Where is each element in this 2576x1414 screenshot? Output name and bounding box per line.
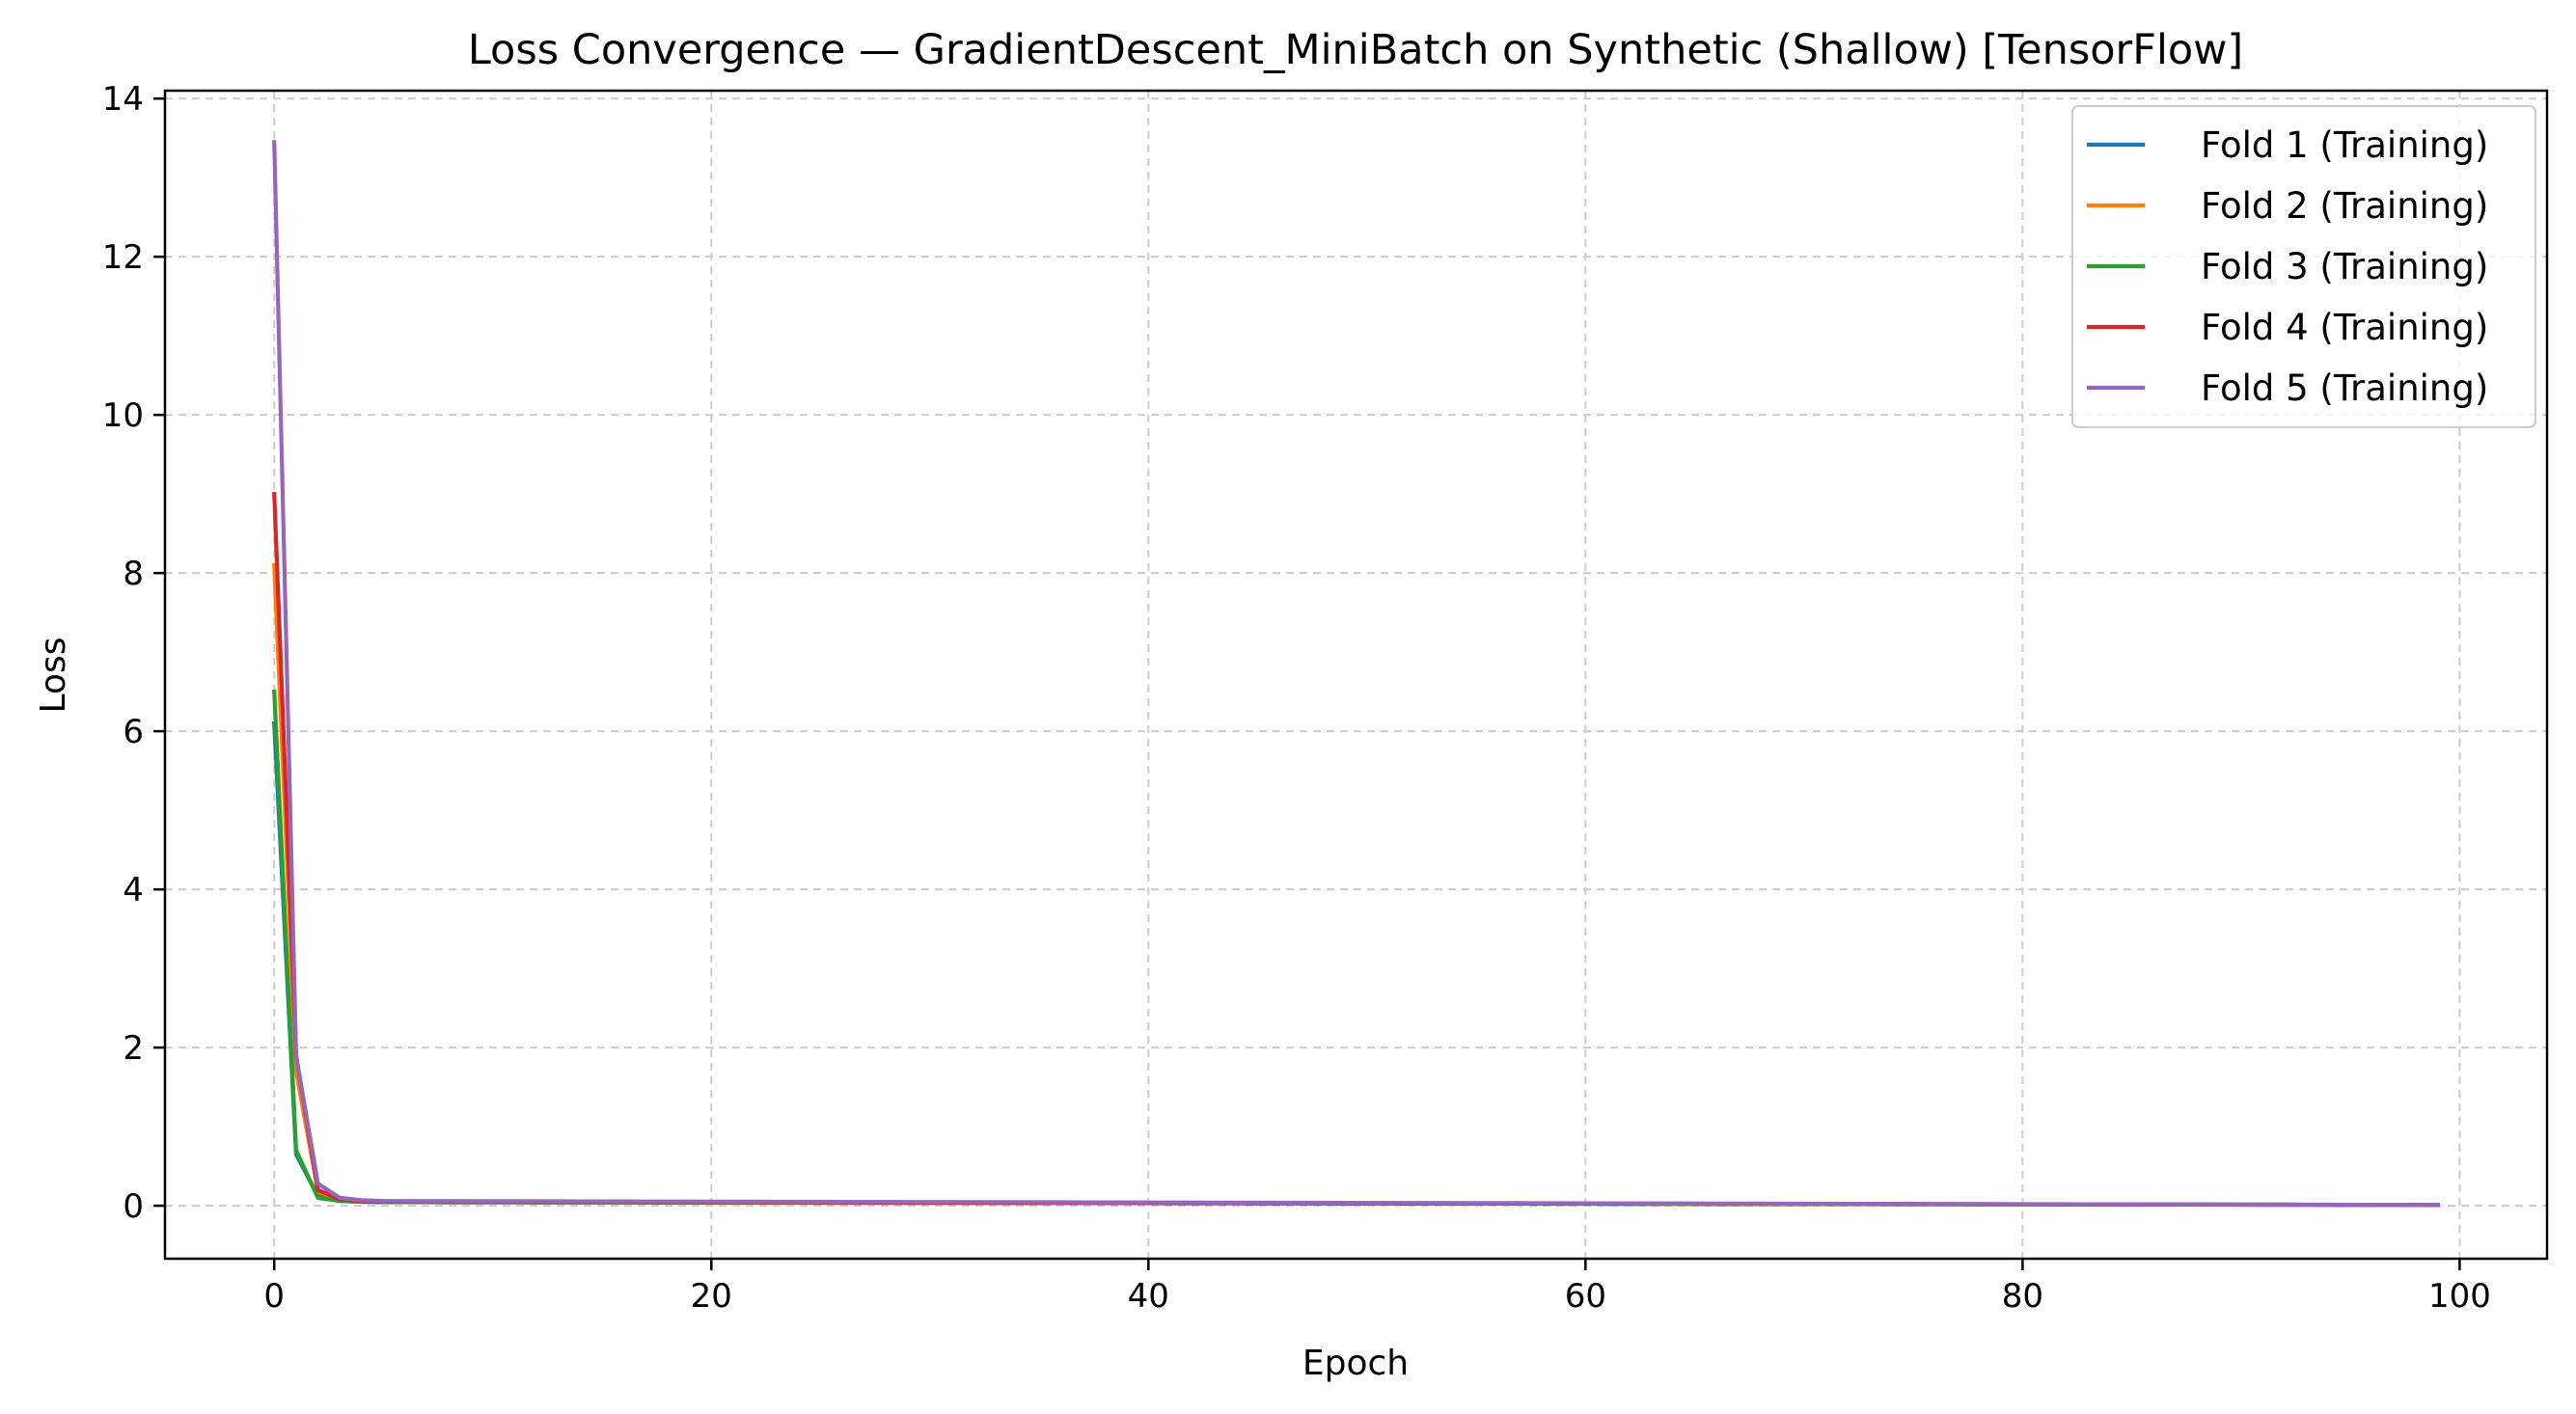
series-lines <box>272 140 2440 1208</box>
plot-area-frame <box>163 89 2549 1261</box>
y-tick-label: 8 <box>123 555 144 593</box>
x-axis-ticks: 0 20 40 60 80 100 <box>263 1259 2491 1316</box>
legend-label: Fold 5 (Training) <box>2201 367 2488 409</box>
series-line-fold-5 <box>272 140 2440 1208</box>
legend-label: Fold 3 (Training) <box>2201 246 2488 287</box>
x-tick-label: 80 <box>2002 1277 2043 1316</box>
legend-label: Fold 4 (Training) <box>2201 307 2488 348</box>
legend-box <box>2071 105 2536 428</box>
y-axis-ticks: 0 2 4 6 8 10 12 14 <box>102 80 165 1226</box>
legend: Fold 1 (Training) Fold 2 (Training) Fold 3… <box>2071 105 2536 428</box>
x-tick-label: 60 <box>1565 1277 1606 1316</box>
y-tick-label: 14 <box>102 80 144 119</box>
x-tick-label: 40 <box>1128 1277 1169 1316</box>
legend-label: Fold 1 (Training) <box>2201 124 2488 166</box>
x-axis-label: Epoch <box>1302 1344 1409 1383</box>
y-tick-label: 4 <box>123 871 144 910</box>
y-tick-label: 0 <box>123 1187 144 1226</box>
x-tick-label: 20 <box>691 1277 732 1316</box>
y-tick-label: 10 <box>102 396 144 435</box>
x-tick-label: 0 <box>263 1277 285 1316</box>
y-axis-label: Loss <box>34 638 73 714</box>
x-tick-label: 100 <box>2428 1277 2491 1316</box>
chart-title: Loss Convergence — GradientDescent_MiniB… <box>468 26 2243 74</box>
y-tick-label: 2 <box>123 1029 144 1068</box>
y-tick-label: 12 <box>102 238 144 277</box>
legend-label: Fold 2 (Training) <box>2201 185 2488 227</box>
grid-lines <box>165 91 2547 1259</box>
y-tick-label: 6 <box>123 713 144 751</box>
